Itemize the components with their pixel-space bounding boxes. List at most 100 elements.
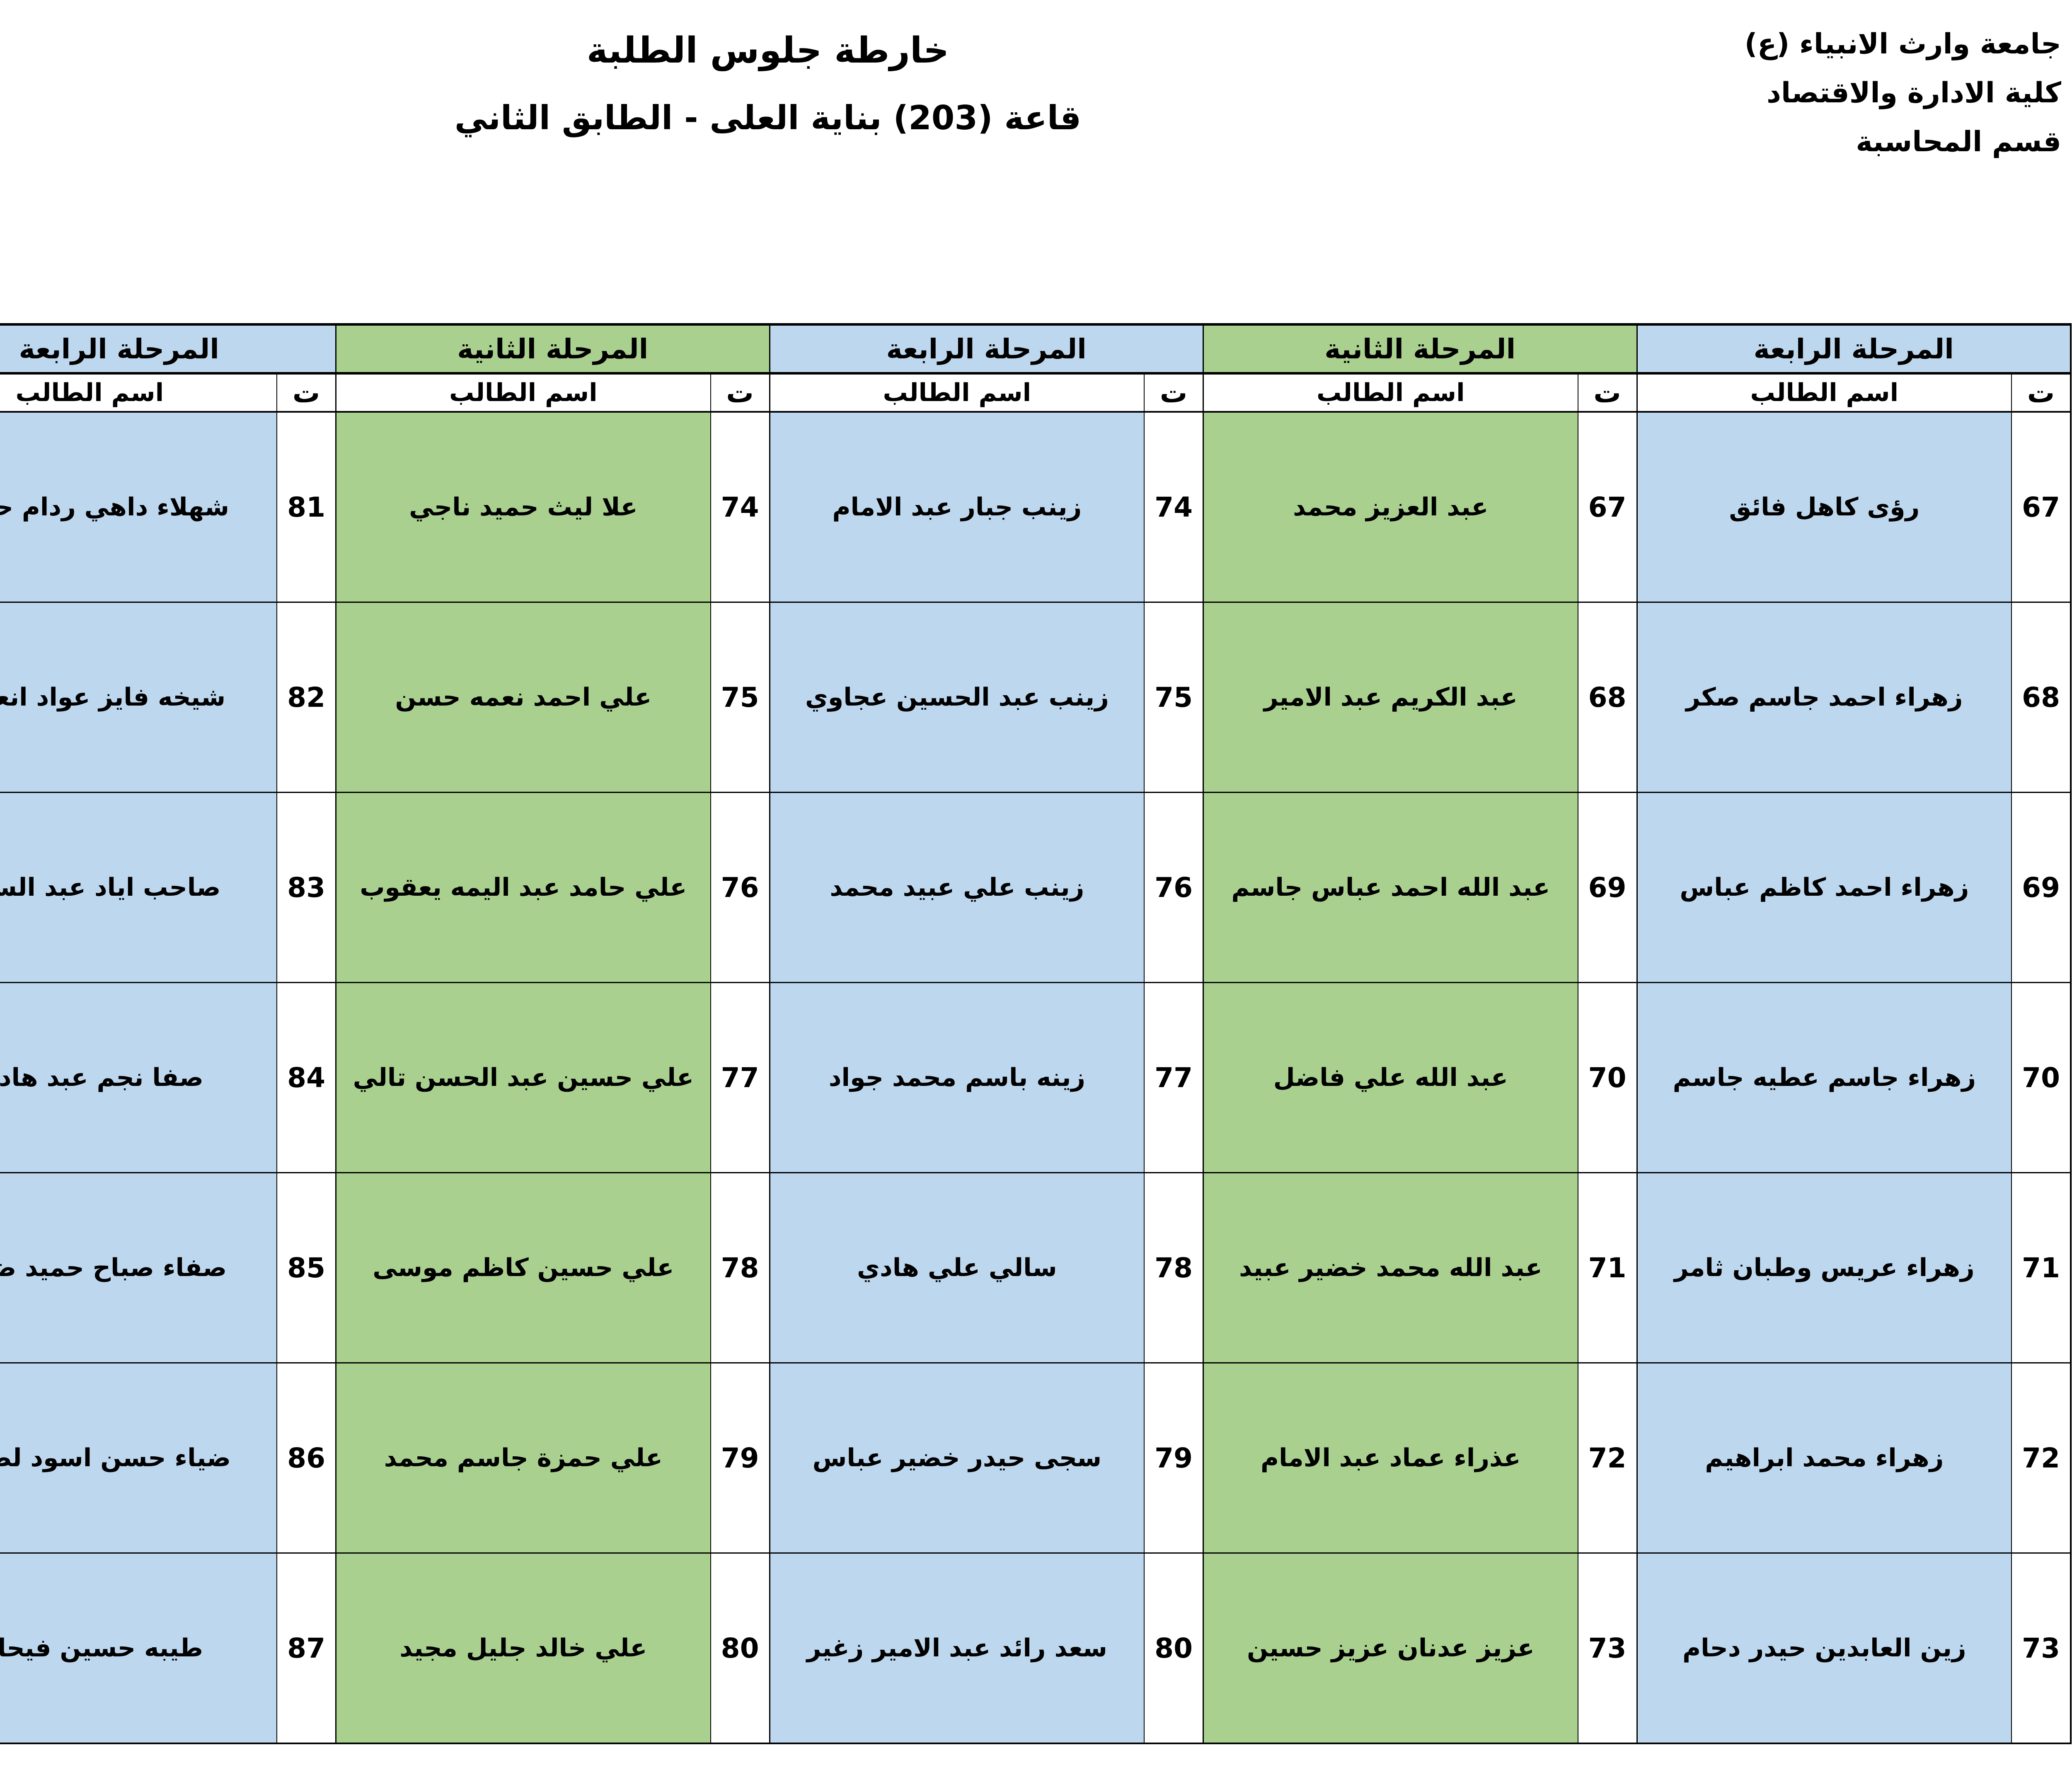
student-name-cell: زهراء احمد جاسم صكر (1637, 603, 2011, 792)
table-row: 71 زهراء عريس وطبان ثامر (1637, 1173, 2070, 1363)
table-row: 76 علي حامد عبد اليمه يعقوب (336, 793, 769, 983)
stage-header: المرحلة الثانية (1204, 326, 1636, 375)
room-subtitle: قاعة (203) بناية العلى - الطابق الثاني (454, 99, 1082, 137)
seq-cell: 70 (2011, 983, 2070, 1172)
student-name-cell: شيخه فايز عواد انعيمه (0, 603, 277, 792)
stage-header: المرحلة الرابعة (1637, 326, 2070, 375)
seq-cell: 79 (710, 1363, 769, 1552)
table-row: 71 عبد الله محمد خضير عبيد (1204, 1173, 1636, 1363)
table-row: 78 سالي علي هادي (770, 1173, 1203, 1363)
table-row: 67 عبد العزيز محمد (1204, 413, 1636, 603)
table-row: 80 سعد رائد عبد الامير زغير (770, 1554, 1203, 1743)
group-column: المرحلة الثانية ت اسم الطالب 74 علا ليث حميد… (336, 326, 770, 1743)
student-name-cell: عبد الله احمد عباس جاسم (1204, 793, 1578, 982)
group-column: المرحلة الرابعة ت اسم الطالب 67 رؤى كاهل فائ… (1637, 326, 2070, 1743)
student-name-cell: علي حمزة جاسم محمد (336, 1363, 710, 1552)
subheader-row: ت اسم الطالب (1204, 375, 1636, 413)
seq-cell: 73 (2011, 1554, 2070, 1743)
seq-cell: 73 (1577, 1554, 1636, 1743)
seq-cell: 69 (2011, 793, 2070, 982)
subheader-row: ت اسم الطالب (336, 375, 769, 413)
subheader-row: ت اسم الطالب (1637, 375, 2070, 413)
student-name-cell: عبد الكريم عبد الامير (1204, 603, 1578, 792)
page-title: خارطة جلوس الطلبة (586, 30, 949, 71)
university-info: جامعة وارث الانبياء (ع) كلية الادارة وال… (1745, 20, 2061, 167)
seq-header-cell: ت (2011, 375, 2070, 411)
student-name-cell: زهراء عريس وطبان ثامر (1637, 1173, 2011, 1362)
student-name-cell: سجى حيدر خضير عباس (770, 1363, 1144, 1552)
seq-cell: 72 (1577, 1363, 1636, 1552)
student-name-cell: علي حسين عبد الحسن تالي (336, 983, 710, 1172)
student-name-cell: رؤى كاهل فائق (1637, 413, 2011, 602)
seq-header-cell: ت (1577, 375, 1636, 411)
seq-cell: 83 (276, 793, 335, 982)
student-name-cell: عبد العزيز محمد (1204, 413, 1578, 602)
student-name-cell: سالي علي هادي (770, 1173, 1144, 1362)
student-name-cell: ضياء حسن اسود لطيف (0, 1363, 277, 1552)
seq-cell: 75 (1144, 603, 1203, 792)
student-name-cell: سعد رائد عبد الامير زغير (770, 1554, 1144, 1743)
name-header-cell: اسم الطالب (1750, 378, 1899, 407)
seq-cell: 67 (1577, 413, 1636, 602)
seq-cell: 76 (1144, 793, 1203, 982)
table-row: 75 زينب عبد الحسين عجاوي (770, 603, 1203, 793)
seq-cell: 80 (1144, 1554, 1203, 1743)
table-row: 69 عبد الله احمد عباس جاسم (1204, 793, 1636, 983)
seq-cell: 87 (276, 1554, 335, 1743)
table-row: 77 علي حسين عبد الحسن تالي (336, 983, 769, 1173)
student-name-cell: زهراء جاسم عطيه جاسم (1637, 983, 2011, 1172)
stage-header: المرحلة الثانية (336, 326, 769, 375)
seq-cell: 71 (2011, 1173, 2070, 1362)
seq-cell: 82 (276, 603, 335, 792)
name-header-cell: اسم الطالب (15, 378, 164, 407)
student-name-cell: زهراء محمد ابراهيم (1637, 1363, 2011, 1552)
seq-cell: 80 (710, 1554, 769, 1743)
student-name-cell: علي خالد جليل مجيد (336, 1554, 710, 1743)
group-column: المرحلة الرابعة ت اسم الطالب 81 شهلاء داهي ر… (0, 326, 336, 1743)
group-column: المرحلة الرابعة ت اسم الطالب 74 زينب جبار عب… (770, 326, 1204, 1743)
student-name-cell: صفاء صباح حميد ضيف (0, 1173, 277, 1362)
student-name-cell: عبد الله محمد خضير عبيد (1204, 1173, 1578, 1362)
student-name-cell: زين العابدين حيدر دحام (1637, 1554, 2011, 1743)
seq-cell: 74 (710, 413, 769, 602)
seq-cell: 77 (1144, 983, 1203, 1172)
seq-cell: 85 (276, 1173, 335, 1362)
table-row: 67 رؤى كاهل فائق (1637, 413, 2070, 603)
table-row: 70 عبد الله علي فاضل (1204, 983, 1636, 1173)
seq-cell: 76 (710, 793, 769, 982)
student-name-cell: عزيز عدنان عزيز حسين (1204, 1554, 1578, 1743)
student-name-cell: زينه باسم محمد جواد (770, 983, 1144, 1172)
group-column: المرحلة الثانية ت اسم الطالب 67 عبد العزيز م… (1204, 326, 1638, 1743)
student-name-cell: علي احمد نعمه حسن (336, 603, 710, 792)
table-row: 73 زين العابدين حيدر دحام (1637, 1554, 2070, 1743)
seq-header-cell: ت (710, 375, 769, 411)
seq-cell: 71 (1577, 1173, 1636, 1362)
table-row: 75 علي احمد نعمه حسن (336, 603, 769, 793)
table-row: 70 زهراء جاسم عطيه جاسم (1637, 983, 2070, 1173)
seq-cell: 68 (1577, 603, 1636, 792)
student-name-cell: عذراء عماد عبد الامام (1204, 1363, 1578, 1552)
seq-cell: 86 (276, 1363, 335, 1552)
table-row: 74 علا ليث حميد ناجي (336, 413, 769, 603)
table-row: 68 زهراء احمد جاسم صكر (1637, 603, 2070, 793)
student-name-cell: علا ليث حميد ناجي (336, 413, 710, 602)
name-header-cell: اسم الطالب (1317, 378, 1465, 407)
seq-cell: 75 (710, 603, 769, 792)
table-row: 79 علي حمزة جاسم محمد (336, 1363, 769, 1554)
student-name-cell: صفا نجم عبد هادي (0, 983, 277, 1172)
seq-cell: 72 (2011, 1363, 2070, 1552)
student-name-cell: صاحب اياد عبد الستار (0, 793, 277, 982)
table-row: 68 عبد الكريم عبد الامير (1204, 603, 1636, 793)
table-row: 80 علي خالد جليل مجيد (336, 1554, 769, 1743)
name-header-cell: اسم الطالب (883, 378, 1031, 407)
seq-cell: 67 (2011, 413, 2070, 602)
college-name: كلية الادارة والاقتصاد (1766, 77, 2061, 109)
seq-cell: 79 (1144, 1363, 1203, 1552)
seq-header-cell: ت (276, 375, 335, 411)
